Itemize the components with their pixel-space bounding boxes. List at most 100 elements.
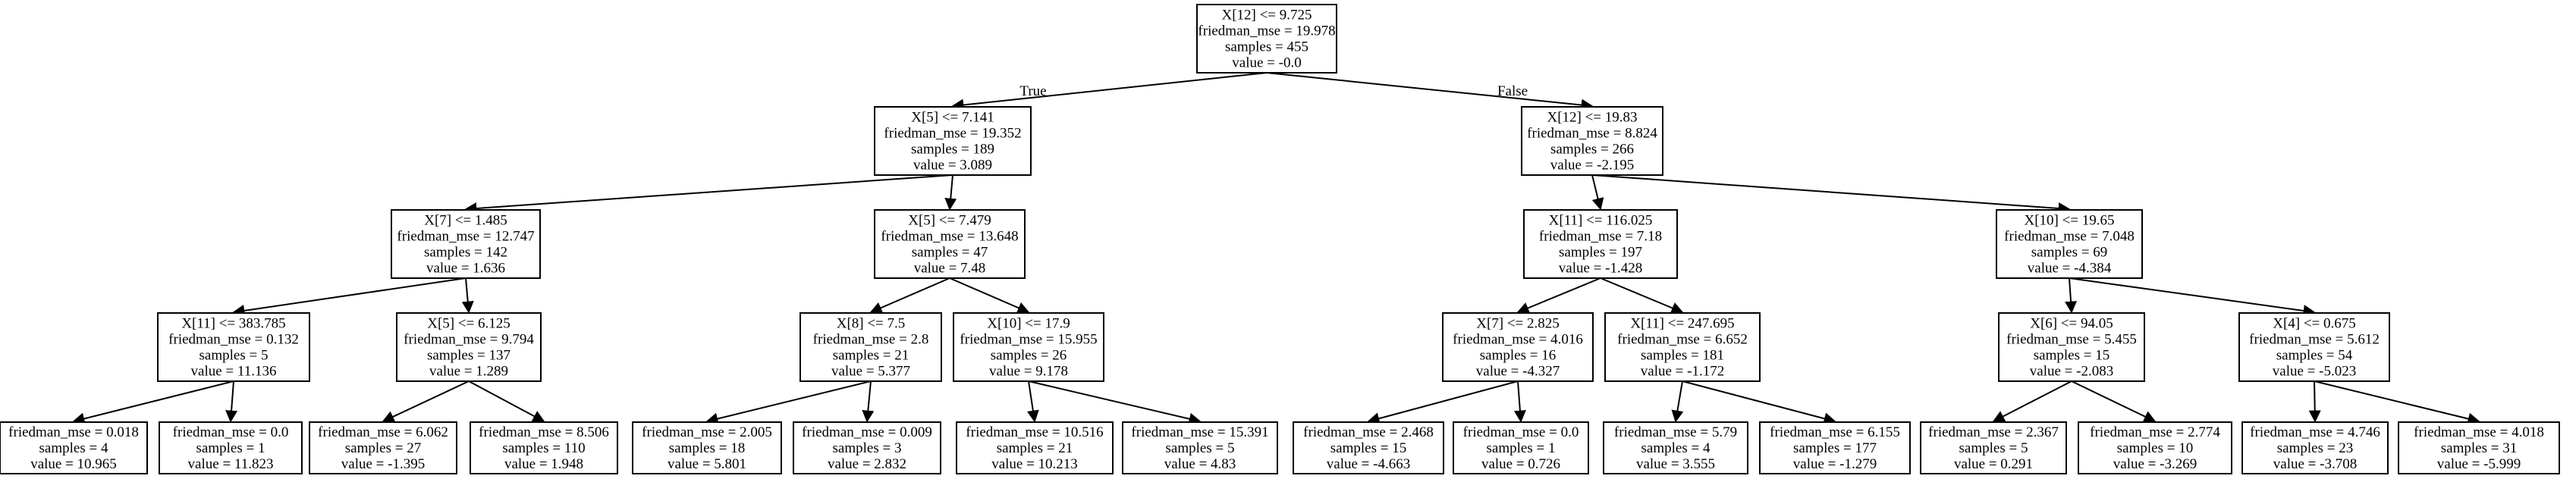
node-box [309, 421, 457, 474]
node-box [0, 421, 148, 474]
node-box [956, 421, 1114, 474]
node-box [953, 312, 1104, 382]
node-text-line: samples = 5 [199, 348, 269, 364]
node-text-line: value = 0.291 [1954, 456, 2033, 472]
node-text-line: friedman_mse = 19.352 [884, 126, 1021, 142]
tree-edge-n9-n20 [862, 380, 875, 423]
node-text-line: samples = 266 [1550, 142, 1634, 158]
tree-edge-n7-n16 [225, 380, 238, 423]
node-text-line: value = -4.384 [2028, 261, 2112, 277]
node-text-line: friedman_mse = 8.506 [479, 424, 609, 440]
node-box [157, 312, 310, 382]
node-text-line: samples = 27 [345, 440, 421, 456]
node-box [2241, 421, 2389, 474]
node-text-line: friedman_mse = 9.794 [404, 332, 534, 348]
node-text-line: samples = 455 [1225, 39, 1308, 55]
node-box [2078, 421, 2232, 474]
node-text-line: value = 1.948 [504, 456, 583, 472]
node-box [1996, 209, 2143, 279]
node-text-line: samples = 4 [39, 440, 108, 456]
tree-edge-n11-n24 [1513, 380, 1526, 423]
node-box [1442, 312, 1594, 382]
tree-edge-n0-n2 [1266, 72, 1594, 111]
node-text-line: samples = 1 [1487, 440, 1556, 456]
tree-edge-n13-n28 [2071, 380, 2157, 422]
node-text-line: value = -5.999 [2437, 456, 2521, 472]
node-text-line: samples = 177 [1793, 440, 1877, 456]
node-text-line: samples = 142 [424, 245, 507, 261]
node-text-line: samples = 31 [2441, 440, 2517, 456]
tree-edge-n13-n27 [1992, 380, 2072, 422]
tree-edge-n4-n10 [949, 277, 1030, 314]
node-text-line: value = -5.023 [2273, 364, 2356, 380]
node-text-line: samples = 5 [1166, 440, 1235, 456]
node-text-line: value = 5.801 [668, 456, 746, 472]
node-text-line: value = 4.83 [1164, 456, 1236, 472]
node-box [470, 421, 618, 474]
node-text-line: friedman_mse = 2.8 [813, 332, 929, 348]
node-text-line: friedman_mse = 4.018 [2414, 424, 2544, 440]
node-text-line: friedman_mse = 15.391 [1131, 424, 1268, 440]
node-text-line: samples = 15 [2034, 348, 2109, 364]
node-text-line: friedman_mse = 0.018 [8, 424, 139, 440]
node-box [1293, 421, 1444, 474]
node-text-line: X[6] <= 94.05 [2030, 316, 2113, 332]
node-box [874, 106, 1032, 176]
node-text-line: X[5] <= 6.125 [427, 316, 510, 332]
tree-edge-n1-n3 [464, 174, 953, 214]
node-box [159, 421, 303, 474]
node-text-line: X[7] <= 1.485 [424, 213, 507, 229]
node-text-line: samples = 4 [1641, 440, 1711, 456]
node-text-line: value = 3.089 [913, 158, 992, 174]
node-text-line: value = 1.289 [429, 364, 508, 380]
tree-edge-n6-n14 [2069, 277, 2316, 317]
edge-label: True [1019, 83, 1046, 99]
node-text-line: friedman_mse = 12.747 [397, 229, 534, 245]
node-text-line: friedman_mse = 4.016 [1453, 332, 1583, 348]
node-text-line: value = -2.195 [1550, 158, 1634, 174]
node-text-line: X[10] <= 17.9 [987, 316, 1070, 332]
node-text-line: value = -1.279 [1793, 456, 1877, 472]
node-box [793, 421, 941, 474]
node-text-line: X[12] <= 9.725 [1221, 8, 1312, 23]
node-text-line: value = 5.377 [831, 364, 910, 380]
node-text-line: value = -1.428 [1559, 261, 1642, 277]
node-box [800, 312, 942, 382]
tree-edge-n11-n23 [1367, 380, 1519, 424]
node-text-line: samples = 110 [502, 440, 585, 456]
node-text-line: value = 9.178 [989, 364, 1068, 380]
node-text-line: friedman_mse = 2.005 [642, 424, 772, 440]
node-box [1603, 421, 1748, 474]
node-text-line: value = -2.083 [2030, 364, 2113, 380]
node-text-line: X[12] <= 19.83 [1547, 110, 1637, 126]
node-text-line: friedman_mse = 7.18 [1539, 229, 1662, 245]
node-box [1920, 421, 2067, 474]
tree-edge-n5-n11 [1516, 277, 1601, 314]
node-box [391, 209, 541, 279]
node-text-line: value = -1.172 [1641, 364, 1724, 380]
node-text-line: friedman_mse = 0.009 [802, 424, 932, 440]
node-text-line: value = 7.48 [914, 261, 986, 277]
node-text-line: friedman_mse = 5.79 [1614, 424, 1737, 440]
node-text-line: samples = 3 [833, 440, 902, 456]
node-text-line: friedman_mse = 5.612 [2249, 332, 2380, 348]
node-text-line: samples = 15 [1330, 440, 1406, 456]
node-text-line: samples = 10 [2117, 440, 2193, 456]
node-text-line: friedman_mse = 6.062 [318, 424, 448, 440]
tree-edge-n2-n6 [1591, 174, 2071, 214]
